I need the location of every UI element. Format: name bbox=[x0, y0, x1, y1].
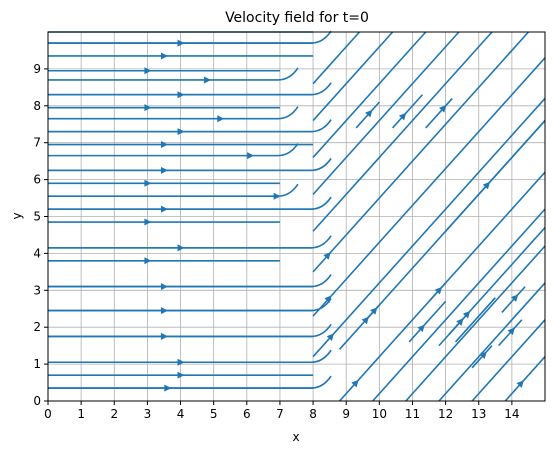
stream-arrow bbox=[456, 318, 464, 326]
stream-bend bbox=[48, 298, 332, 312]
stream-diagonal bbox=[312, 31, 427, 158]
x-tick-label: 10 bbox=[372, 407, 387, 421]
stream-diagonal bbox=[312, 57, 546, 317]
stream-diagonal bbox=[312, 31, 493, 232]
stream-bend bbox=[48, 30, 332, 44]
stream-diagonal bbox=[405, 245, 546, 402]
x-tick-label: 8 bbox=[309, 407, 317, 421]
y-tick-label: 3 bbox=[33, 283, 41, 297]
stream-diagonal bbox=[438, 282, 546, 402]
stream-arrow bbox=[365, 109, 373, 118]
stream-arrow bbox=[177, 371, 185, 379]
stream-arrow bbox=[144, 218, 152, 226]
x-tick-label: 1 bbox=[77, 407, 85, 421]
x-tick-label: 3 bbox=[144, 407, 152, 421]
stream-diagonal bbox=[372, 208, 546, 402]
x-tick-label: 5 bbox=[210, 407, 218, 421]
y-tick-label: 5 bbox=[33, 210, 41, 224]
stream-diagonal bbox=[498, 319, 523, 347]
stream-arrow bbox=[144, 257, 152, 265]
x-axis-label: x bbox=[292, 430, 299, 444]
y-tick-label: 9 bbox=[33, 62, 41, 76]
stream-bend bbox=[48, 274, 332, 288]
stream-arrow bbox=[217, 115, 225, 123]
stream-arrow bbox=[204, 76, 212, 84]
stream-arrow bbox=[370, 307, 378, 315]
x-tick-label: 6 bbox=[243, 407, 251, 421]
y-tick-label: 1 bbox=[33, 357, 41, 371]
y-axis-label: y bbox=[10, 212, 24, 219]
chart-title: Velocity field for t=0 bbox=[225, 10, 369, 26]
stream-diagonal bbox=[428, 282, 447, 302]
x-tick-label: 9 bbox=[342, 407, 350, 421]
grid-layer bbox=[47, 32, 545, 402]
stream-arrow bbox=[516, 380, 524, 388]
x-tick-label: 0 bbox=[44, 407, 52, 421]
stream-diagonal bbox=[445, 120, 546, 232]
stream-bend bbox=[48, 183, 299, 198]
stream-bend bbox=[48, 196, 332, 210]
stream-layer bbox=[48, 30, 546, 402]
stream-diagonal bbox=[504, 356, 546, 402]
stream-bend bbox=[48, 106, 299, 120]
stream-bend bbox=[48, 349, 332, 364]
x-tick-label: 7 bbox=[276, 407, 284, 421]
x-tick-label: 13 bbox=[471, 407, 486, 421]
stream-diagonal bbox=[471, 319, 546, 402]
y-tick-label: 0 bbox=[33, 394, 41, 408]
stream-arrow bbox=[144, 179, 152, 187]
y-tick-label: 4 bbox=[33, 246, 41, 260]
stream-bend bbox=[48, 235, 332, 249]
stream-arrow bbox=[510, 294, 519, 302]
stream-arrow bbox=[434, 286, 442, 295]
stream-arrow bbox=[507, 327, 515, 336]
stream-arrow bbox=[324, 295, 332, 303]
stream-arrow bbox=[439, 105, 447, 113]
stream-arrow bbox=[273, 192, 281, 200]
stream-arrow bbox=[247, 152, 255, 160]
y-tick-label: 8 bbox=[33, 99, 41, 113]
stream-arrow bbox=[482, 181, 491, 190]
stream-bend bbox=[48, 157, 332, 172]
stream-arrow bbox=[326, 333, 334, 341]
stream-arrow bbox=[479, 351, 487, 360]
stream-bend bbox=[48, 323, 332, 338]
stream-arrow bbox=[160, 141, 168, 149]
x-tick-label: 12 bbox=[438, 407, 453, 421]
stream-diagonal bbox=[312, 31, 361, 85]
stream-diagonal bbox=[312, 31, 394, 122]
stream-arrow bbox=[417, 324, 425, 333]
stream-arrow bbox=[351, 379, 359, 388]
stream-arrow bbox=[398, 112, 407, 121]
stream-diagonal bbox=[312, 97, 546, 358]
x-tick-label: 4 bbox=[177, 407, 185, 421]
stream-arrow bbox=[144, 67, 152, 75]
stream-bend bbox=[48, 82, 332, 96]
stream-bend bbox=[48, 375, 332, 389]
stream-diagonal bbox=[408, 300, 447, 343]
stream-bend bbox=[48, 67, 299, 81]
y-tick-label: 7 bbox=[33, 136, 41, 150]
stream-diagonal bbox=[312, 31, 530, 273]
y-tick-label: 6 bbox=[33, 173, 41, 187]
stream-diagonal bbox=[391, 94, 424, 129]
stream-bend bbox=[48, 119, 332, 133]
stream-arrow bbox=[144, 104, 152, 112]
stream-diagonal bbox=[425, 97, 453, 129]
stream-arrow bbox=[160, 52, 168, 60]
stream-diagonal bbox=[312, 31, 460, 195]
stream-arrow bbox=[323, 252, 331, 260]
stream-diagonal bbox=[454, 297, 496, 343]
x-tick-label: 11 bbox=[405, 407, 420, 421]
x-tick-label: 14 bbox=[504, 407, 519, 421]
x-tick-label: 2 bbox=[110, 407, 118, 421]
y-tick-label: 2 bbox=[33, 320, 41, 334]
stream-bend bbox=[48, 143, 299, 157]
